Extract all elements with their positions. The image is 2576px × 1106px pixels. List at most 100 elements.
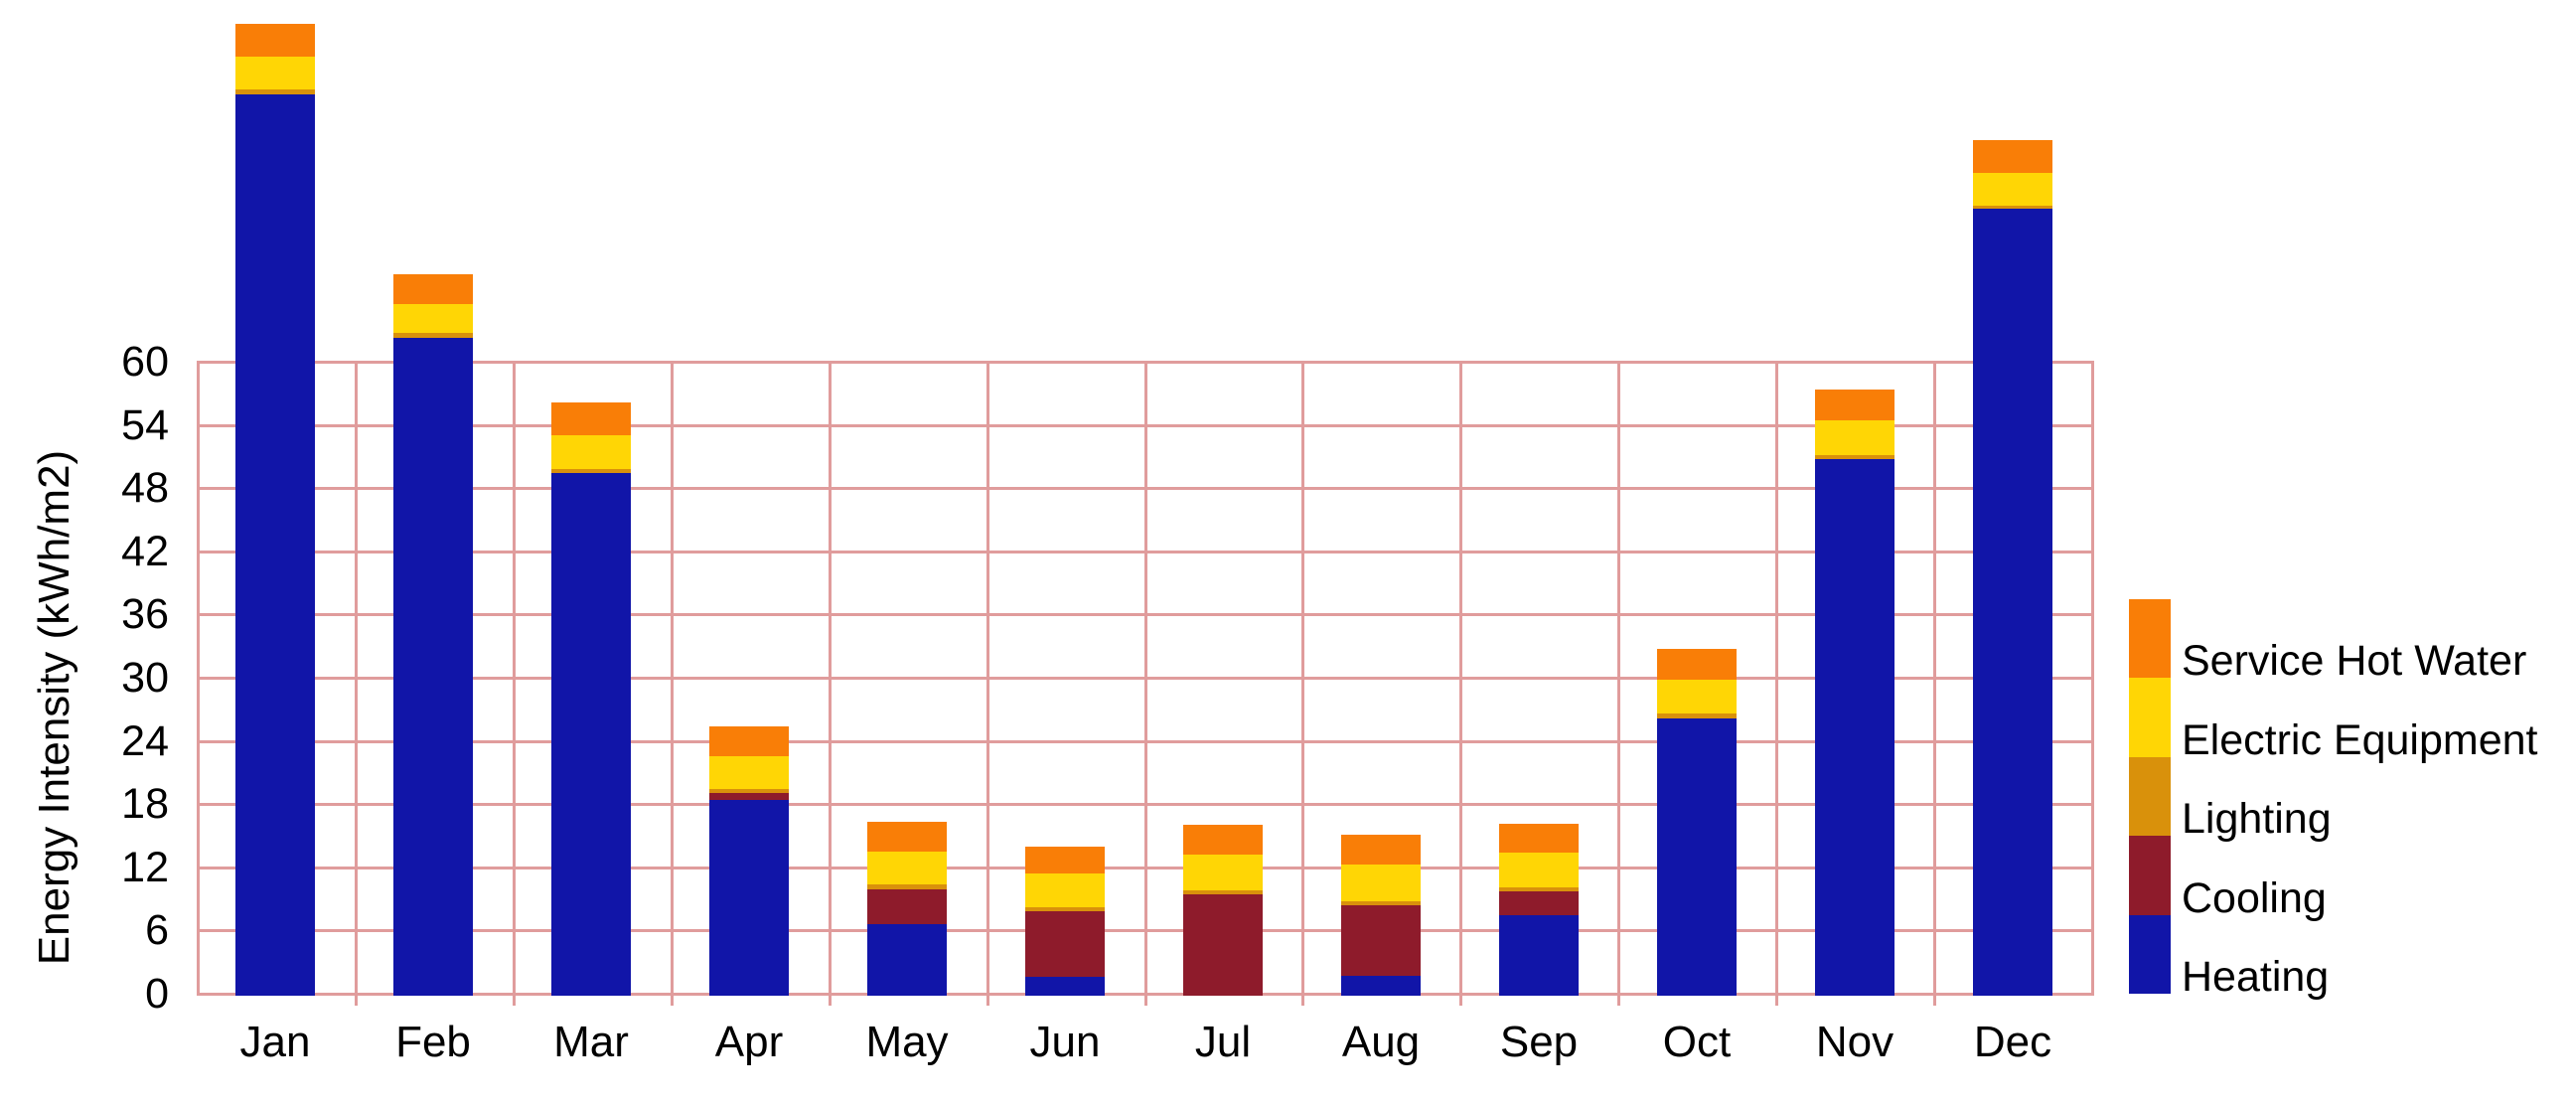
bar-segment-mar-heating (551, 473, 631, 996)
bar-segment-jan-lighting (235, 89, 315, 94)
legend-label-lighting: Lighting (2182, 795, 2332, 843)
x-tick-label-apr: Apr (714, 1018, 784, 1066)
bar-segment-nov-electric-equipment (1815, 420, 1894, 455)
bar-segment-may-cooling (867, 889, 947, 924)
y-tick-label: 30 (121, 654, 169, 702)
x-tick-label-dec: Dec (1973, 1018, 2052, 1066)
bar-segment-may-electric-equipment (867, 852, 947, 884)
bar-segment-dec-electric-equipment (1973, 173, 2052, 206)
vertical-gridline (513, 361, 516, 1006)
bar-segment-apr-service-hot-water (709, 726, 789, 756)
bar-segment-sep-service-hot-water (1499, 824, 1579, 853)
bar-segment-aug-electric-equipment (1341, 865, 1421, 901)
vertical-gridline (355, 361, 358, 1006)
bar-segment-nov-lighting (1815, 455, 1894, 459)
bar-segment-apr-electric-equipment (709, 756, 789, 789)
bar-segment-nov-service-hot-water (1815, 390, 1894, 420)
x-tick-label-nov: Nov (1815, 1018, 1894, 1066)
x-tick-label-jun: Jun (1029, 1018, 1101, 1066)
x-tick-label-may: May (865, 1018, 949, 1066)
y-tick-label: 48 (121, 464, 169, 512)
horizontal-gridline (197, 361, 2094, 364)
x-axis-baseline (197, 993, 2094, 996)
vertical-gridline (1775, 361, 1778, 1006)
x-tick-label-oct: Oct (1662, 1018, 1732, 1066)
vertical-gridline (1301, 361, 1304, 1006)
bar-segment-feb-service-hot-water (393, 274, 473, 304)
x-tick-label-feb: Feb (395, 1018, 471, 1066)
vertical-gridline (986, 361, 989, 1006)
legend-swatch-cooling (2129, 836, 2171, 915)
bar-segment-feb-electric-equipment (393, 304, 473, 333)
bar-segment-jul-electric-equipment (1183, 855, 1263, 890)
vertical-gridline (1933, 361, 1936, 1006)
legend-label-heating: Heating (2182, 953, 2330, 1001)
x-tick-label-sep: Sep (1499, 1018, 1579, 1066)
bar-segment-jul-lighting (1183, 890, 1263, 894)
vertical-gridline (829, 361, 832, 1006)
bar-segment-mar-lighting (551, 469, 631, 473)
y-tick-label: 6 (145, 906, 169, 954)
y-tick-label: 36 (121, 590, 169, 638)
bar-segment-may-service-hot-water (867, 822, 947, 852)
bar-segment-jun-lighting (1025, 907, 1105, 911)
legend-label-cooling: Cooling (2182, 874, 2327, 922)
bar-segment-dec-service-hot-water (1973, 140, 2052, 173)
y-tick-label: 12 (121, 844, 169, 891)
bar-segment-oct-electric-equipment (1657, 680, 1737, 713)
y-tick-label: 54 (121, 401, 169, 449)
bar-segment-jan-heating (235, 94, 315, 996)
legend-swatch-electric-equipment (2129, 678, 2171, 757)
bar-segment-jun-electric-equipment (1025, 873, 1105, 907)
y-tick-label: 60 (121, 338, 169, 386)
bar-segment-dec-lighting (1973, 206, 2052, 209)
horizontal-gridline (197, 867, 2094, 869)
bar-segment-jun-service-hot-water (1025, 847, 1105, 873)
horizontal-gridline (197, 551, 2094, 553)
bar-segment-may-heating (867, 924, 947, 996)
bar-segment-oct-heating (1657, 718, 1737, 996)
x-tick-label-jan: Jan (239, 1018, 311, 1066)
bar-segment-jan-electric-equipment (235, 57, 315, 89)
vertical-gridline (1459, 361, 1462, 1006)
bar-segment-jun-heating (1025, 977, 1105, 996)
bar-segment-may-lighting (867, 884, 947, 889)
bar-segment-jan-service-hot-water (235, 24, 315, 57)
bar-segment-oct-service-hot-water (1657, 649, 1737, 680)
bar-segment-nov-heating (1815, 459, 1894, 996)
y-tick-label: 18 (121, 780, 169, 828)
bar-segment-sep-cooling (1499, 891, 1579, 915)
legend-swatch-service-hot-water (2129, 599, 2171, 678)
bar-segment-mar-service-hot-water (551, 402, 631, 435)
horizontal-gridline (197, 803, 2094, 806)
bar-segment-aug-cooling (1341, 905, 1421, 976)
vertical-gridline (671, 361, 674, 1006)
y-tick-label: 24 (121, 717, 169, 765)
legend-swatch-lighting (2129, 757, 2171, 836)
bar-segment-sep-heating (1499, 915, 1579, 996)
horizontal-gridline (197, 613, 2094, 616)
horizontal-gridline (197, 740, 2094, 743)
bar-segment-jul-service-hot-water (1183, 825, 1263, 855)
bar-segment-jul-cooling (1183, 894, 1263, 996)
bar-segment-apr-heating (709, 800, 789, 996)
horizontal-gridline (197, 424, 2094, 427)
y-tick-label: 42 (121, 528, 169, 575)
bar-segment-aug-lighting (1341, 901, 1421, 905)
legend-swatch-heating (2129, 915, 2171, 994)
bar-segment-aug-service-hot-water (1341, 835, 1421, 865)
bar-segment-apr-lighting (709, 789, 789, 793)
bar-segment-jun-cooling (1025, 911, 1105, 977)
bar-segment-dec-heating (1973, 209, 2052, 996)
horizontal-gridline (197, 487, 2094, 490)
horizontal-gridline (197, 677, 2094, 680)
x-tick-label-aug: Aug (1341, 1018, 1421, 1066)
bar-segment-sep-lighting (1499, 887, 1579, 891)
legend-label-electric-equipment: Electric Equipment (2182, 716, 2538, 764)
bar-segment-aug-heating (1341, 976, 1421, 996)
vertical-gridline (1617, 361, 1620, 1006)
y-tick-label: 0 (145, 970, 169, 1018)
bar-segment-oct-lighting (1657, 713, 1737, 718)
x-tick-label-jul: Jul (1194, 1018, 1252, 1066)
